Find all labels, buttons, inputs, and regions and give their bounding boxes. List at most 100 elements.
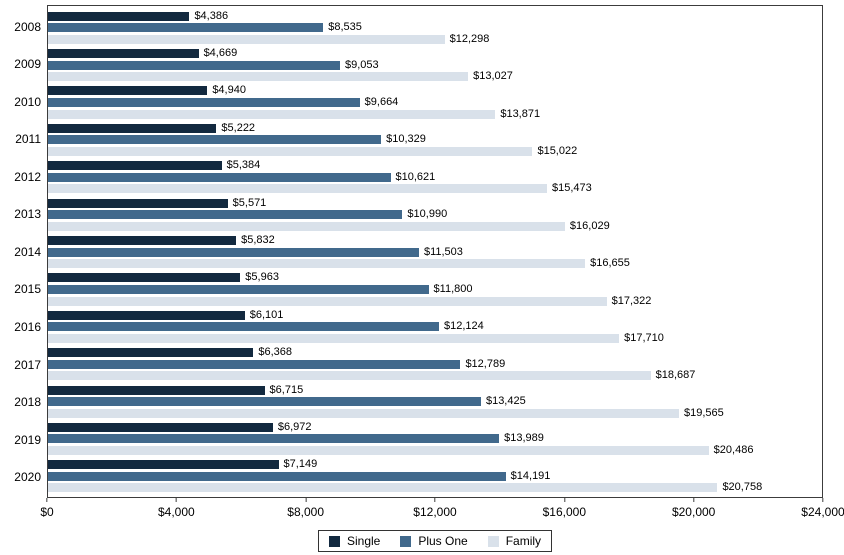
bar-value-label: $8,535 [328,21,362,34]
bar-plus-one [48,471,506,481]
bar-row-family-2017: $18,687 [48,370,822,382]
x-tick-label: $24,000 [801,505,844,519]
bar-family [48,333,620,343]
bar-single [48,48,199,58]
x-tick-mark [175,498,177,502]
bar-value-label: $6,972 [277,420,312,433]
x-tick-label: $12,000 [413,505,457,519]
bar-family [48,146,533,156]
bar-single [48,123,217,133]
bar-value-label: $16,655 [590,257,630,270]
bar-value-label: $4,940 [212,84,246,97]
bar-value-label: $5,963 [245,271,279,284]
year-label-2011: 2011 [15,132,41,147]
year-group-2017: $6,368 $12,789 $18,687 [48,346,822,383]
bar-value-label: $20,486 [713,444,754,457]
year-label-2014: 2014 [14,244,41,259]
legend-label-single: Single [346,534,381,548]
year-group-2020: $7,149 $14,191 $20,758 [48,458,822,495]
bar-value-label: $9,053 [344,58,379,71]
legend-item-plus-one: Plus One [400,534,468,548]
x-tick-6: $24,000 [801,498,844,519]
year-group-2013: $5,571 $10,990 $16,029 [48,196,822,233]
year-group-2011: $5,222 $10,329 $15,022 [48,121,822,158]
x-tick-0: $0 [40,498,54,519]
bar-family [48,221,565,231]
bar-row-plus-one-2019: $13,989 [48,433,822,445]
bar-plus-one [48,322,439,332]
bar-row-family-2020: $20,758 [48,482,822,494]
bar-value-label: $4,669 [203,46,238,59]
bar-family [48,34,445,44]
year-group-2015: $5,963 $11,800 $17,322 [48,271,822,308]
bar-row-single-2012: $5,384 [48,160,822,172]
bar-single [48,460,279,470]
bar-value-label: $16,029 [569,219,610,232]
year-group-2019: $6,972 $13,989 $20,486 [48,420,822,457]
bar-plus-one [48,284,429,294]
bar-value-label: $11,800 [433,282,473,295]
x-tick-label: $20,000 [671,505,716,519]
bar-plus-one [48,434,500,444]
bar-single [48,198,228,208]
bar-value-label: $18,687 [655,369,696,382]
bar-row-family-2009: $13,027 [48,71,822,83]
bar-value-label: $13,871 [500,107,541,120]
bar-row-plus-one-2011: $10,329 [48,134,822,146]
bar-value-label: $6,368 [258,346,293,359]
legend-swatch-family [487,535,499,547]
year-group-2016: $6,101 $12,124 $17,710 [48,308,822,345]
bar-plus-one [48,359,461,369]
x-tick-label: $4,000 [157,505,195,519]
legend-item-family: Family [487,534,541,548]
bar-single [48,310,245,320]
bar-value-label: $5,832 [241,233,275,246]
bar-value-label: $12,789 [465,357,506,370]
bar-family [48,408,679,418]
year-label-2015: 2015 [14,282,41,297]
x-tick-mark [563,498,565,502]
bar-row-single-2016: $6,101 [48,309,822,321]
bar-row-single-2011: $5,222 [48,122,822,134]
bar-family [48,296,607,306]
bar-value-label: $10,329 [386,133,426,146]
bar-row-single-2010: $4,940 [48,85,822,97]
y-axis-year-labels: 2008 2009 2010 2011 2012 2013 2014 2015 2016 2017… [0,5,41,498]
bar-row-single-2008: $4,386 [48,10,822,22]
year-group-2018: $6,715 $13,425 $19,565 [48,383,822,420]
bar-single [48,273,241,283]
bar-single [48,422,273,432]
x-tick-mark [434,498,436,502]
bar-row-plus-one-2008: $8,535 [48,22,822,34]
bar-row-single-2020: $7,149 [48,459,822,471]
x-tick-mark [822,498,824,502]
year-label-2012: 2012 [14,169,41,184]
bar-plus-one [48,135,382,145]
bar-row-family-2014: $16,655 [48,258,822,270]
x-tick-mark [305,498,307,502]
bar-plus-one [48,210,403,220]
year-label-2009: 2009 [14,57,41,72]
bar-family [48,184,547,194]
bar-row-plus-one-2016: $12,124 [48,321,822,333]
x-tick-1: $4,000 [158,498,195,519]
x-tick-label: $16,000 [542,505,587,519]
bar-value-label: $17,322 [611,294,652,307]
bar-family [48,446,709,456]
x-tick-mark [693,498,695,502]
legend-swatch-single [328,535,340,547]
bar-single [48,11,190,21]
bar-plus-one [48,397,481,407]
bar-value-label: $19,565 [683,406,724,419]
bar-family [48,259,586,269]
year-label-2013: 2013 [14,207,41,222]
bar-row-plus-one-2015: $11,800 [48,282,822,296]
plot-area: $4,386 $8,535 $12,298 $4,669 $9,053 $13,027 $4… [47,5,823,498]
bar-plus-one [48,172,391,182]
bar-single [48,385,265,395]
year-label-2016: 2016 [14,320,41,335]
bar-row-family-2015: $17,322 [48,295,822,307]
year-label-2017: 2017 [14,357,41,372]
bar-single [48,161,222,171]
